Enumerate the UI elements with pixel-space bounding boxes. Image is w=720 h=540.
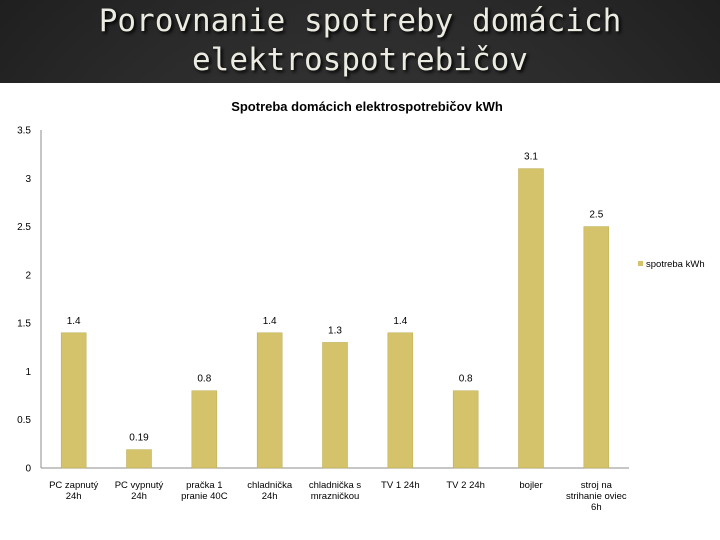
chart-area: [0, 83, 720, 540]
data-label: 1.4: [393, 316, 407, 327]
category-label: PC vypnutý 24h: [115, 480, 164, 502]
category-label: PC zapnutý 24h: [49, 480, 98, 502]
data-label: 1.4: [263, 316, 277, 327]
category-label: TV 2 24h: [446, 480, 485, 491]
category-label-line: chladnička: [247, 480, 293, 491]
bar: [191, 390, 218, 469]
bar: [322, 342, 348, 469]
category-label-line: 6h: [591, 502, 602, 513]
category-label: chladnička 24h: [247, 480, 293, 502]
y-tick-label: 2.5: [17, 222, 31, 233]
data-label: 1.4: [67, 316, 81, 327]
slide-title-line-1: Porovnanie spotreby domácich: [98, 3, 622, 39]
bar: [452, 390, 479, 469]
category-label-line: mrazničkou: [311, 491, 360, 502]
category-label-line: TV 1 24h: [381, 480, 420, 491]
bar: [126, 449, 152, 469]
category-label-line: chladnička s: [309, 480, 362, 491]
y-tick-label: 2: [25, 270, 31, 281]
category-label-line: bojler: [519, 480, 542, 491]
bar: [387, 332, 414, 469]
category-label-line: PC vypnutý: [115, 480, 164, 491]
data-labels: 1.4 0.19 0.8 1.4 1.3 1.4 0.8 3.1 2.5: [67, 152, 604, 444]
category-label-line: PC zapnutý: [49, 480, 98, 491]
data-label: 0.19: [129, 433, 149, 444]
category-label: TV 1 24h: [381, 480, 420, 491]
y-tick-label: 0: [25, 464, 31, 475]
data-label: 3.1: [524, 152, 538, 163]
category-label: bojler: [519, 480, 542, 491]
category-label: chladnička s mrazničkou: [309, 480, 362, 502]
category-label: stroj na strihanie oviec 6h: [566, 480, 627, 513]
legend-label: spotreba kWh: [646, 259, 705, 270]
slide-title-line-2: elektrospotrebičov: [192, 42, 528, 78]
chart-title: Spotreba domácich elektrospotrebičov kWh: [231, 99, 503, 114]
category-label-line: strihanie oviec: [566, 491, 627, 502]
category-label-line: 24h: [262, 491, 278, 502]
bar: [583, 226, 610, 469]
category-label-line: 24h: [131, 491, 147, 502]
category-label: pračka 1 pranie 40C: [181, 480, 228, 502]
y-tick-label: 1.5: [17, 319, 31, 330]
data-label: 0.8: [197, 374, 211, 385]
category-label-line: pračka 1: [186, 480, 222, 491]
bar: [60, 332, 87, 469]
bar: [256, 332, 283, 469]
y-tick-label: 1: [25, 367, 31, 378]
bars: [60, 168, 610, 469]
bar: [518, 168, 544, 469]
y-tick-labels: 0 0.5 1 1.5 2 2.5 3 3.5: [17, 126, 31, 475]
category-label-line: stroj na: [581, 480, 613, 491]
data-label: 2.5: [589, 210, 603, 221]
legend: spotreba kWh: [638, 259, 705, 270]
y-tick-label: 0.5: [17, 415, 31, 426]
category-label-line: 24h: [66, 491, 82, 502]
category-label-line: pranie 40C: [181, 491, 228, 502]
data-label: 1.3: [328, 325, 342, 336]
legend-swatch: [638, 261, 643, 266]
data-label: 0.8: [459, 374, 473, 385]
category-label-line: TV 2 24h: [446, 480, 485, 491]
y-tick-label: 3.5: [17, 126, 31, 137]
y-tick-label: 3: [25, 174, 31, 185]
slide-title: Porovnanie spotreby domácich elektrospot…: [60, 2, 660, 80]
